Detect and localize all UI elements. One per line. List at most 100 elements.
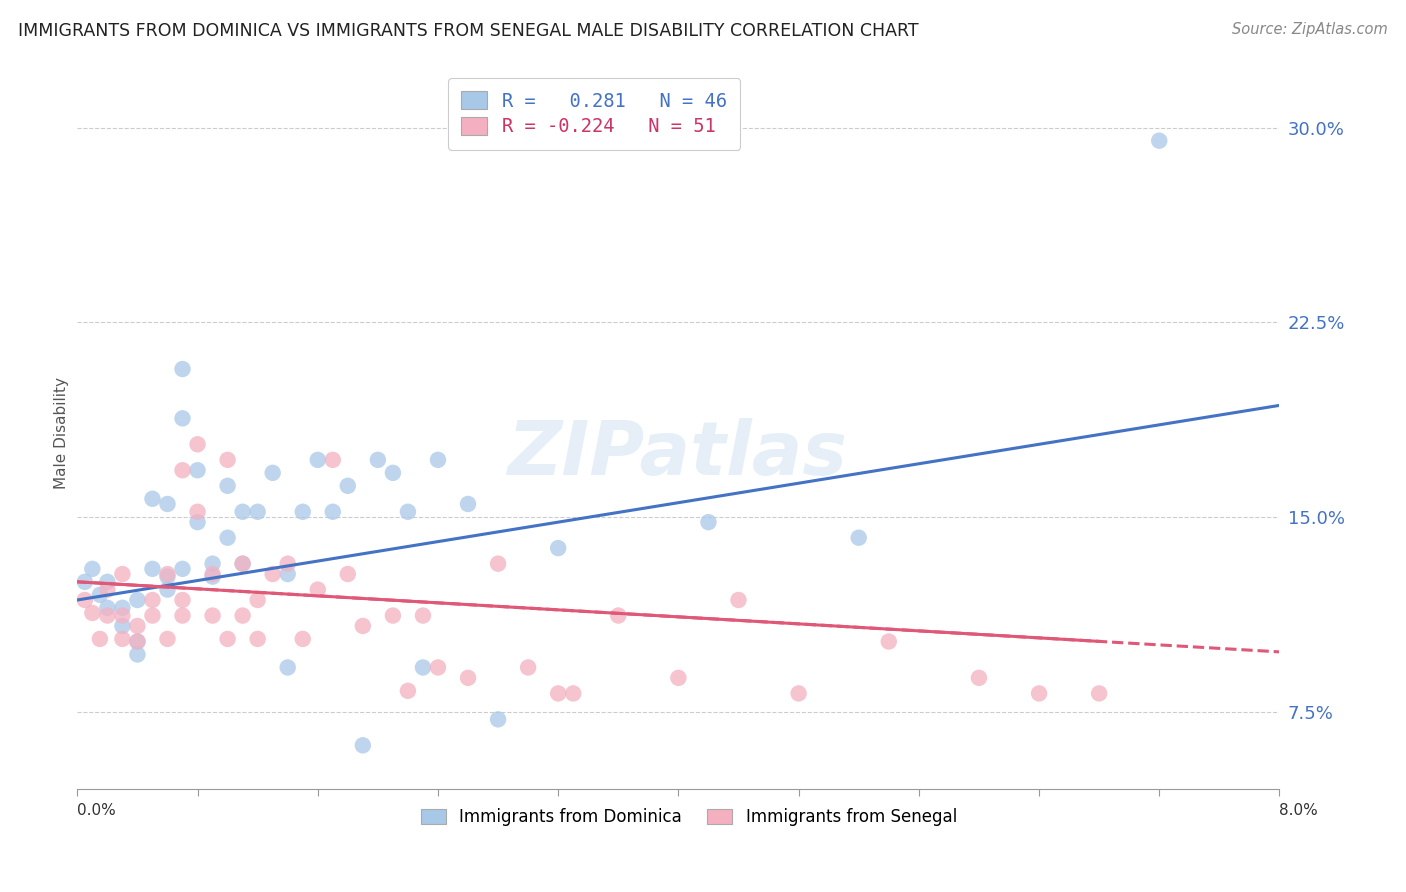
Point — [668, 671, 690, 685]
Text: Source: ZipAtlas.com: Source: ZipAtlas.com — [1232, 22, 1388, 37]
Point — [336, 479, 359, 493]
Point — [246, 593, 269, 607]
Point — [172, 463, 194, 477]
Text: 8.0%: 8.0% — [1279, 803, 1319, 818]
Point — [486, 712, 509, 726]
Point — [73, 593, 96, 607]
Point — [232, 505, 254, 519]
Point — [291, 505, 314, 519]
Point — [187, 463, 209, 477]
Point — [127, 634, 149, 648]
Point — [352, 619, 374, 633]
Point — [607, 608, 630, 623]
Point — [697, 515, 720, 529]
Point — [111, 619, 134, 633]
Point — [127, 619, 149, 633]
Point — [187, 437, 209, 451]
Text: IMMIGRANTS FROM DOMINICA VS IMMIGRANTS FROM SENEGAL MALE DISABILITY CORRELATION : IMMIGRANTS FROM DOMINICA VS IMMIGRANTS F… — [18, 22, 920, 40]
Point — [217, 632, 239, 646]
Point — [486, 557, 509, 571]
Point — [412, 608, 434, 623]
Point — [89, 632, 111, 646]
Point — [848, 531, 870, 545]
Point — [96, 574, 118, 589]
Point — [232, 608, 254, 623]
Point — [307, 453, 329, 467]
Point — [172, 362, 194, 376]
Point — [396, 505, 419, 519]
Point — [111, 608, 134, 623]
Point — [156, 632, 179, 646]
Point — [262, 466, 284, 480]
Point — [141, 491, 163, 506]
Point — [187, 515, 209, 529]
Point — [187, 505, 209, 519]
Point — [82, 562, 104, 576]
Legend: R =   0.281   N = 46, R = -0.224   N = 51: R = 0.281 N = 46, R = -0.224 N = 51 — [449, 78, 741, 150]
Point — [412, 660, 434, 674]
Point — [89, 588, 111, 602]
Point — [396, 683, 419, 698]
Point — [156, 567, 179, 582]
Point — [246, 632, 269, 646]
Point — [82, 606, 104, 620]
Point — [547, 686, 569, 700]
Point — [96, 600, 118, 615]
Point — [141, 608, 163, 623]
Point — [156, 569, 179, 583]
Point — [367, 453, 389, 467]
Y-axis label: Male Disability: Male Disability — [53, 376, 69, 489]
Point — [232, 557, 254, 571]
Point — [141, 593, 163, 607]
Point — [427, 453, 450, 467]
Point — [517, 660, 540, 674]
Point — [562, 686, 585, 700]
Point — [277, 660, 299, 674]
Point — [262, 567, 284, 582]
Text: ZIPatlas: ZIPatlas — [509, 417, 848, 491]
Point — [111, 567, 134, 582]
Point — [322, 453, 344, 467]
Point — [1149, 134, 1171, 148]
Point — [201, 567, 224, 582]
Point — [73, 574, 96, 589]
Point — [201, 608, 224, 623]
Point — [277, 567, 299, 582]
Point — [232, 557, 254, 571]
Point — [291, 632, 314, 646]
Point — [457, 671, 479, 685]
Point — [877, 634, 900, 648]
Point — [172, 562, 194, 576]
Point — [1088, 686, 1111, 700]
Point — [727, 593, 749, 607]
Point — [172, 608, 194, 623]
Point — [127, 593, 149, 607]
Point — [336, 567, 359, 582]
Point — [427, 660, 450, 674]
Point — [156, 582, 179, 597]
Point — [307, 582, 329, 597]
Point — [141, 562, 163, 576]
Point — [217, 531, 239, 545]
Point — [172, 593, 194, 607]
Legend: Immigrants from Dominica, Immigrants from Senegal: Immigrants from Dominica, Immigrants fro… — [413, 800, 965, 835]
Point — [277, 557, 299, 571]
Point — [201, 557, 224, 571]
Point — [96, 582, 118, 597]
Point — [217, 479, 239, 493]
Point — [547, 541, 569, 555]
Point — [127, 648, 149, 662]
Point — [967, 671, 990, 685]
Point — [457, 497, 479, 511]
Point — [111, 632, 134, 646]
Text: 0.0%: 0.0% — [77, 803, 117, 818]
Point — [127, 634, 149, 648]
Point — [96, 608, 118, 623]
Point — [1028, 686, 1050, 700]
Point — [352, 739, 374, 753]
Point — [172, 411, 194, 425]
Point — [201, 569, 224, 583]
Point — [246, 505, 269, 519]
Point — [381, 608, 404, 623]
Point — [381, 466, 404, 480]
